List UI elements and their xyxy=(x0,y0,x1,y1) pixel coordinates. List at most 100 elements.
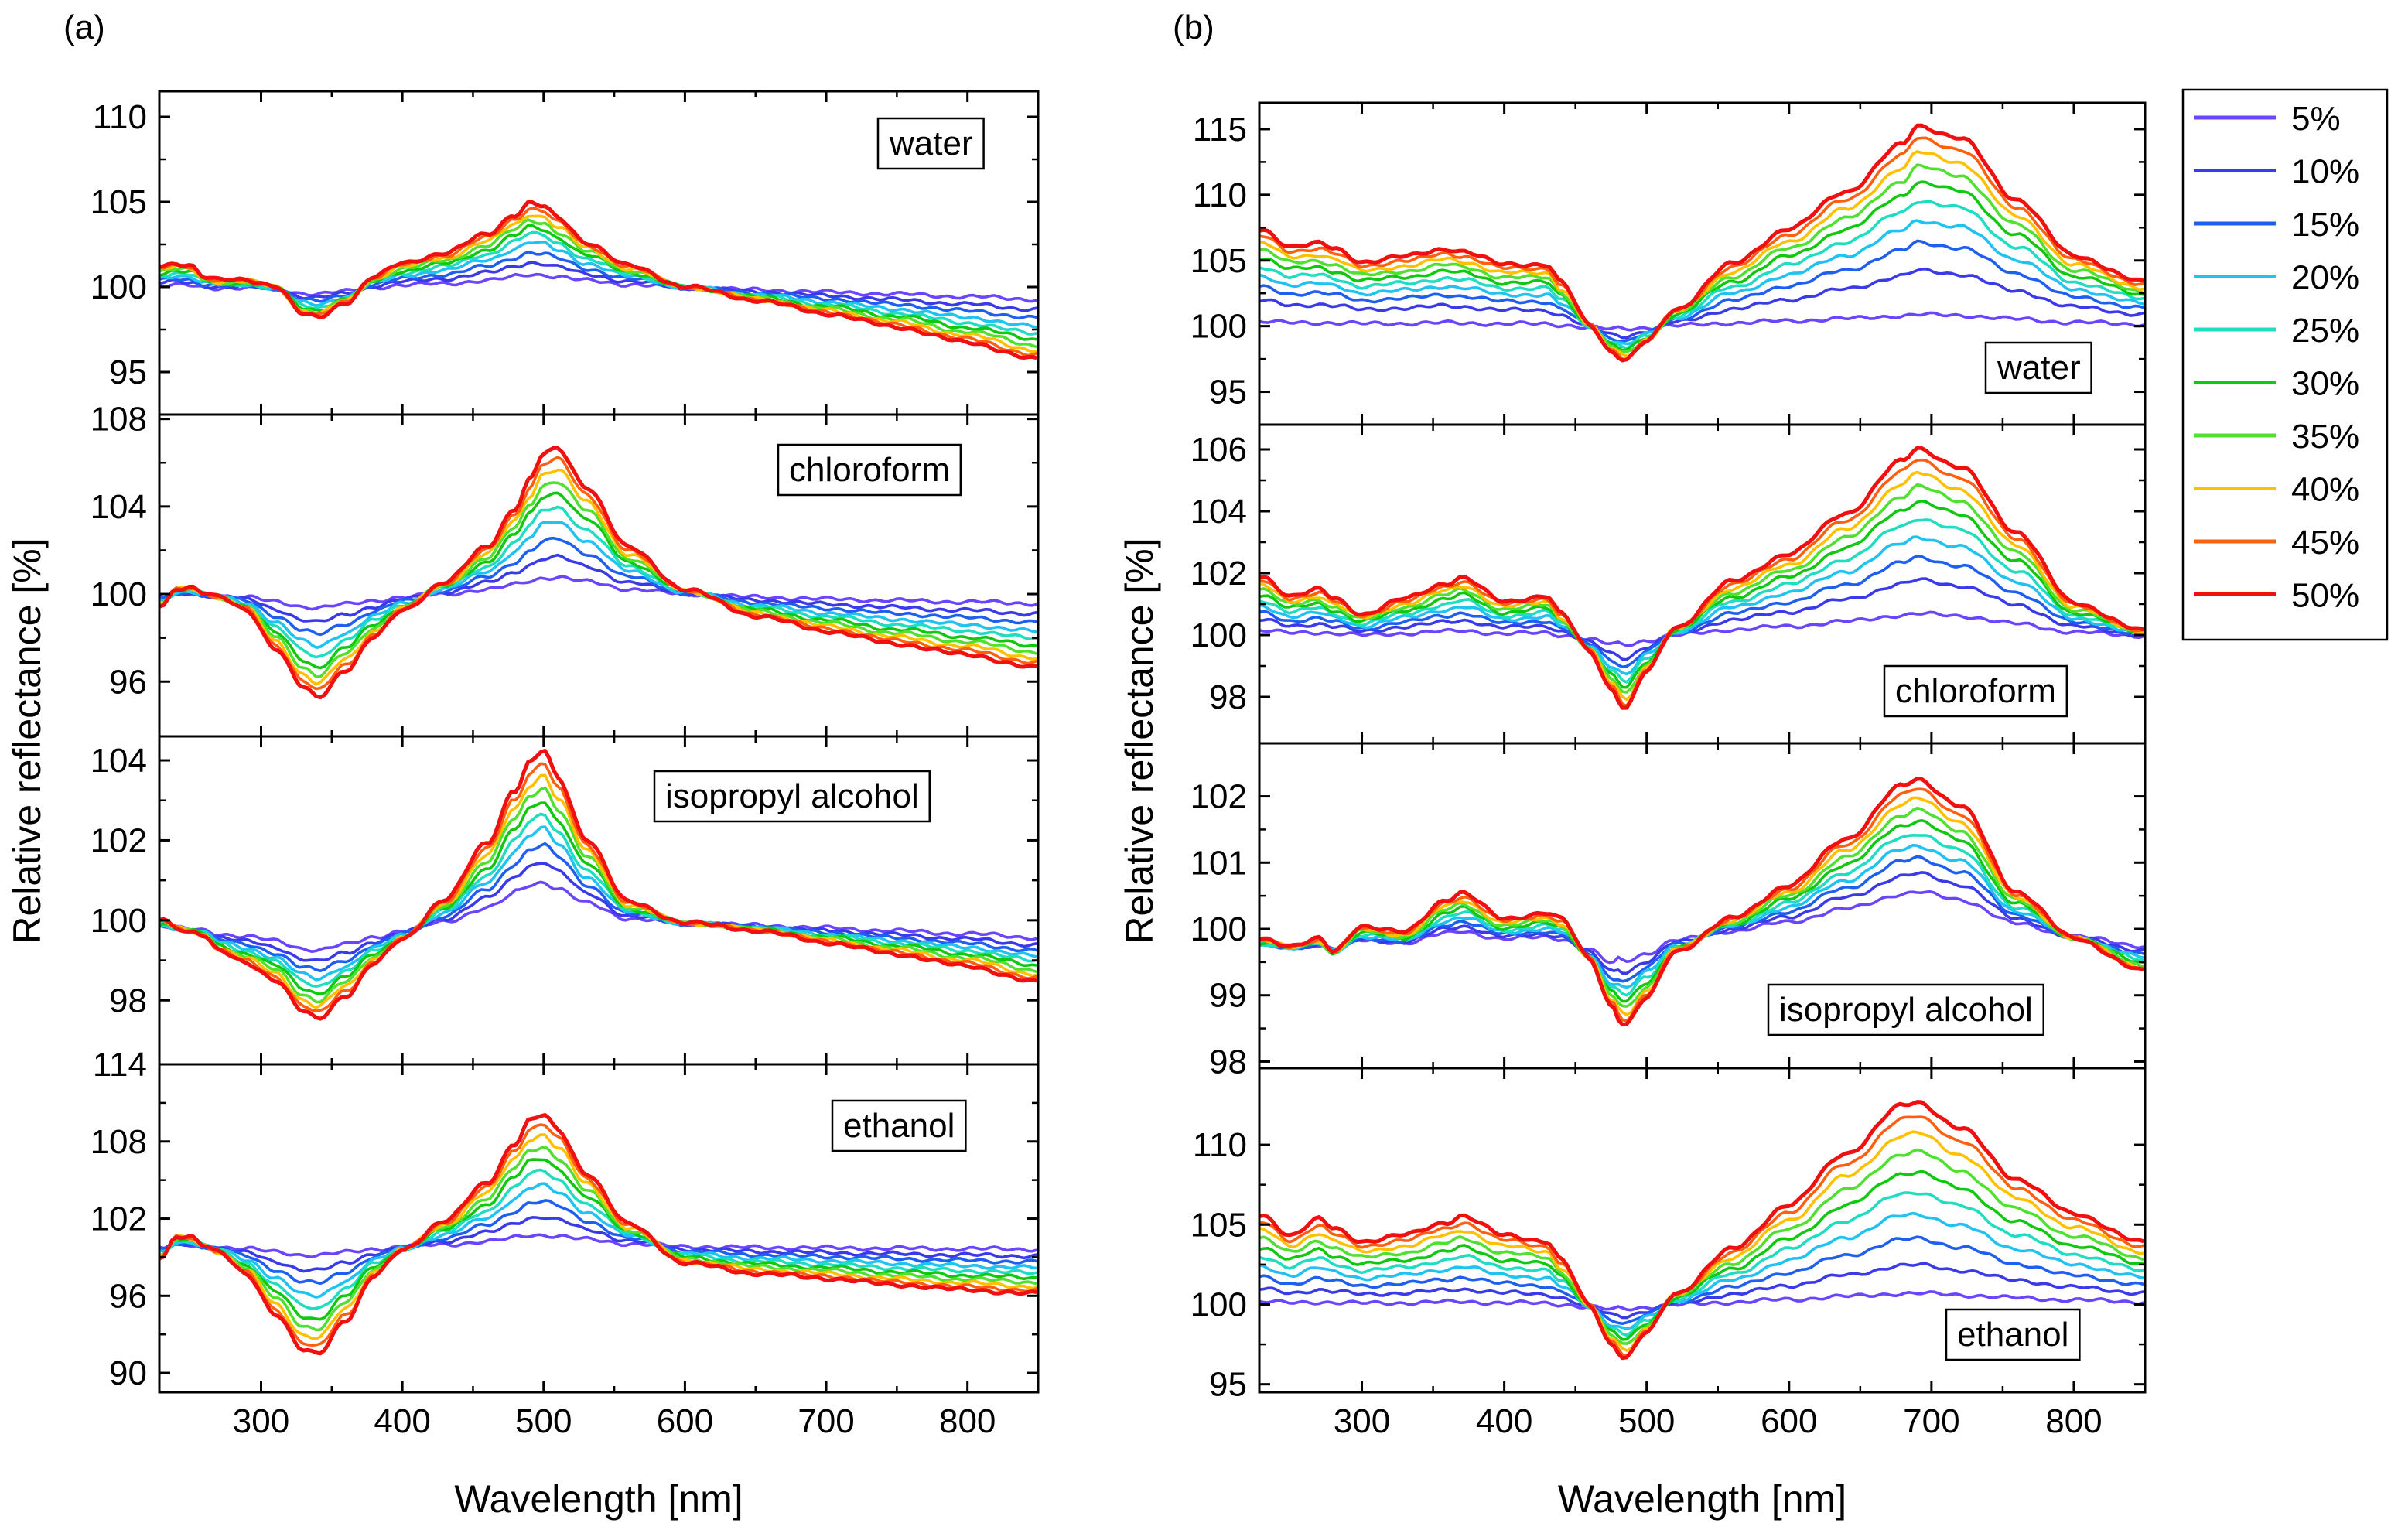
series-line-15- xyxy=(1259,1235,2144,1325)
x-tick-label: 400 xyxy=(374,1402,430,1440)
panel--b--isopropyl-alcohol: 98 99 100 101 102 isopropyl alcohol xyxy=(1190,742,2147,1081)
solvent-label: water xyxy=(889,125,973,162)
x-axis-label: Wavelength [nm] xyxy=(454,1477,743,1521)
series-line-50- xyxy=(1259,123,2144,363)
x-tick-label: 800 xyxy=(939,1402,996,1440)
series-line-10- xyxy=(1259,267,2144,340)
panel--b--water: 95 100 105 110 115 Relative reflectance [%] wa… xyxy=(1118,101,2147,944)
panel--a--isopropyl-alcohol: 98 100 102 104 isopropyl alcohol xyxy=(91,735,1040,1066)
legend-label-50-: 50% xyxy=(2291,577,2359,615)
series-line-40- xyxy=(159,214,1037,353)
series-line-45- xyxy=(1259,458,2144,708)
y-tick-label: 104 xyxy=(91,742,147,780)
y-tick-label: 101 xyxy=(1190,844,1247,882)
series-group xyxy=(1259,777,2144,1027)
series-line-15- xyxy=(159,842,1037,972)
series-group xyxy=(1259,123,2144,363)
series-line-45- xyxy=(1259,1115,2144,1358)
series-line-30- xyxy=(159,801,1037,995)
y-tick-label: 100 xyxy=(91,575,147,613)
y-tick-label: 102 xyxy=(1190,778,1247,816)
solvent-label: chloroform xyxy=(1895,672,2056,710)
series-line-10- xyxy=(159,862,1037,962)
series-line-30- xyxy=(159,491,1037,670)
x-tick-label: 600 xyxy=(1761,1402,1817,1440)
y-tick-label: 96 xyxy=(109,1277,147,1315)
solvent-label-box xyxy=(831,1099,967,1152)
series-line-35- xyxy=(159,1145,1037,1332)
legend-label-30-: 30% xyxy=(2291,365,2359,403)
solvent-label: isopropyl alcohol xyxy=(665,777,919,815)
y-tick-label: 99 xyxy=(1209,977,1247,1015)
y-tick-label: 104 xyxy=(91,488,147,526)
y-tick-label: 95 xyxy=(1209,1366,1247,1404)
panel-label-b: (b) xyxy=(1173,9,1214,46)
series-line-15- xyxy=(159,536,1037,637)
y-tick-label: 102 xyxy=(1190,555,1247,592)
panel--a--ethanol: 90 96 102 108 114 300 400 500 600 700 800 Wavelengt… xyxy=(91,1046,1040,1521)
series-line-40- xyxy=(159,468,1037,686)
y-tick-label: 90 xyxy=(109,1354,147,1392)
solvent-label: ethanol xyxy=(1957,1316,2068,1354)
plot-frame xyxy=(1258,1067,2147,1394)
solvent-label-box xyxy=(1945,1308,2081,1361)
solvent-label: ethanol xyxy=(843,1107,955,1145)
series-line-15- xyxy=(159,251,1037,320)
series-line-30- xyxy=(1259,1170,2144,1341)
y-tick-label: 110 xyxy=(1193,1126,1247,1164)
series-line-35- xyxy=(159,481,1037,678)
x-axis-label: Wavelength [nm] xyxy=(1558,1477,1846,1521)
x-tick-label: 800 xyxy=(2045,1402,2102,1440)
series-line-5- xyxy=(1259,1290,2144,1312)
legend-label-45-: 45% xyxy=(2291,524,2359,562)
series-line-15- xyxy=(1259,554,2144,669)
series-line-15- xyxy=(1259,239,2144,343)
y-tick-label: 108 xyxy=(91,401,147,439)
y-tick-label: 95 xyxy=(1209,374,1247,411)
series-line-25- xyxy=(1259,834,2144,997)
legend-label-5-: 5% xyxy=(2291,100,2341,138)
y-axis-label: Relative reflectance [%] xyxy=(5,538,49,944)
y-tick-label: 104 xyxy=(1190,493,1247,531)
y-tick-label: 98 xyxy=(1209,678,1247,716)
solvent-label-box xyxy=(653,770,931,823)
x-tick-label: 600 xyxy=(657,1402,713,1440)
legend-label-20-: 20% xyxy=(2291,259,2359,297)
y-tick-label: 106 xyxy=(1190,431,1247,469)
y-tick-label: 100 xyxy=(1190,1286,1247,1323)
x-tick-label: 300 xyxy=(233,1402,289,1440)
series-group xyxy=(159,200,1037,360)
solvent-label-box xyxy=(1883,664,2068,718)
x-tick-label: 400 xyxy=(1476,1402,1532,1440)
series-line-10- xyxy=(1259,1262,2144,1320)
series-group xyxy=(1259,446,2144,710)
series-line-25- xyxy=(1259,518,2144,684)
series-line-50- xyxy=(159,446,1037,700)
series-line-45- xyxy=(159,762,1037,1012)
y-tick-label: 100 xyxy=(91,268,147,306)
series-line-20- xyxy=(159,825,1037,982)
series-group xyxy=(159,749,1037,1021)
series-group xyxy=(159,1113,1037,1356)
series-line-20- xyxy=(1259,219,2144,346)
series-line-20- xyxy=(159,521,1037,649)
solvent-label-box xyxy=(1984,341,2092,394)
series-group xyxy=(1259,1100,2144,1361)
legend: 5% 10% 15% 20% 25% 30% 35% 40% 45% 50% xyxy=(2181,88,2389,641)
series-line-50- xyxy=(1259,446,2144,710)
legend-label-40-: 40% xyxy=(2291,471,2359,509)
x-tick-label: 700 xyxy=(1903,1402,1959,1440)
y-tick-label: 102 xyxy=(91,1200,147,1238)
series-line-30- xyxy=(1259,499,2144,689)
series-line-45- xyxy=(1259,136,2144,361)
y-tick-label: 98 xyxy=(1209,1043,1247,1081)
y-tick-label: 98 xyxy=(109,982,147,1019)
panels: 95 100 105 110 Relative reflectance [%] water… xyxy=(5,90,2147,1521)
series-line-30- xyxy=(1259,180,2144,352)
y-tick-label: 100 xyxy=(91,902,147,940)
y-tick-label: 105 xyxy=(91,183,147,221)
panel--a--chloroform: 96 100 104 108 chloroform xyxy=(91,401,1040,738)
y-tick-label: 100 xyxy=(1190,616,1247,654)
x-tick-label: 500 xyxy=(515,1402,572,1440)
